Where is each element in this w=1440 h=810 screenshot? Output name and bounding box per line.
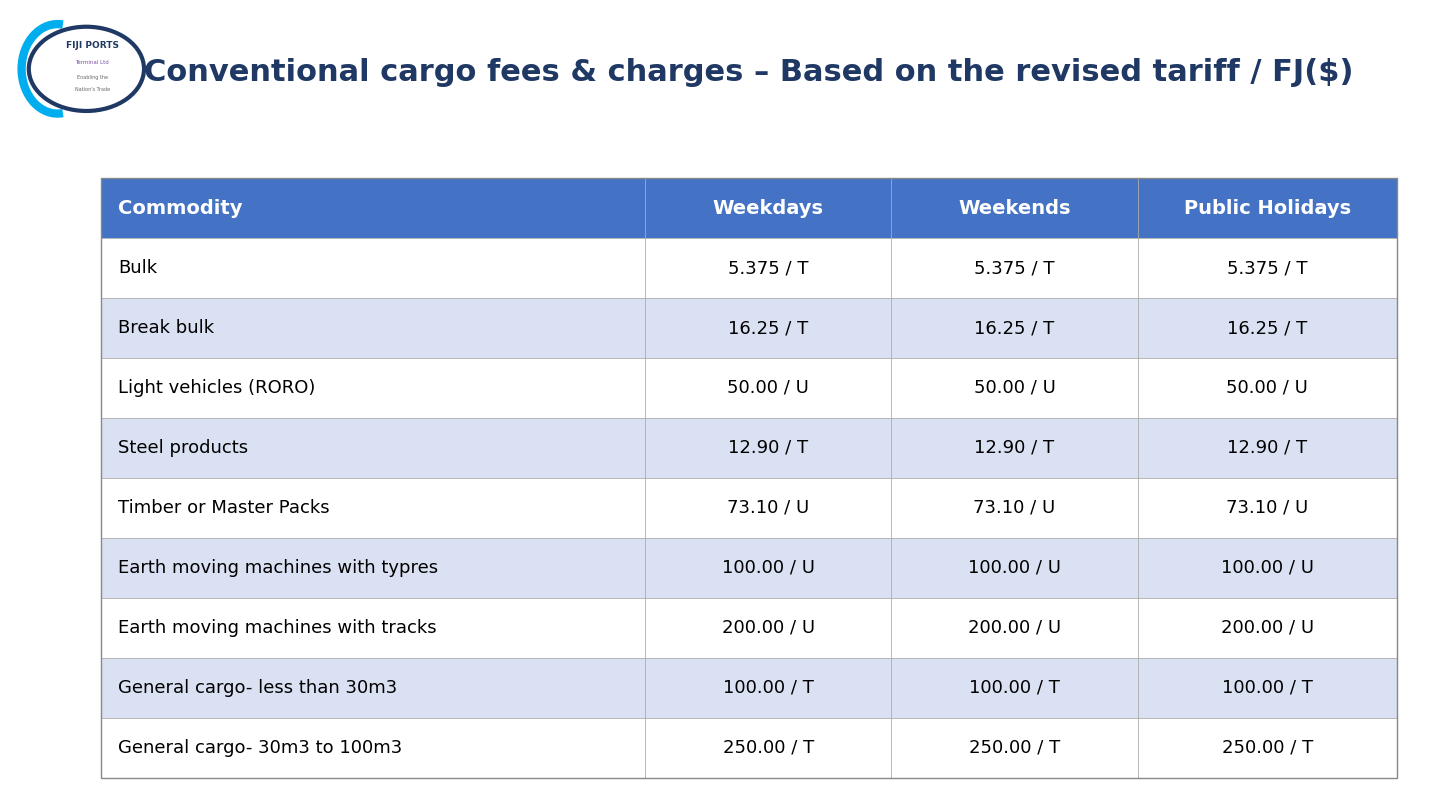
- Text: 100.00 / T: 100.00 / T: [1221, 679, 1313, 697]
- Text: Bulk: Bulk: [118, 259, 157, 277]
- Text: Conventional cargo fees & charges – Based on the revised tariff / FJ($): Conventional cargo fees & charges – Base…: [144, 58, 1354, 87]
- Text: Break bulk: Break bulk: [118, 319, 215, 337]
- Text: 100.00 / T: 100.00 / T: [723, 679, 814, 697]
- Text: FIJI PORTS: FIJI PORTS: [66, 41, 118, 50]
- Text: Steel products: Steel products: [118, 439, 248, 457]
- Text: 50.00 / U: 50.00 / U: [727, 379, 809, 397]
- Text: 5.375 / T: 5.375 / T: [975, 259, 1054, 277]
- Text: 250.00 / T: 250.00 / T: [969, 739, 1060, 757]
- Text: 12.90 / T: 12.90 / T: [729, 439, 808, 457]
- Text: 100.00 / U: 100.00 / U: [721, 559, 815, 577]
- Text: 12.90 / T: 12.90 / T: [1227, 439, 1308, 457]
- Text: Terminal Ltd: Terminal Ltd: [75, 60, 109, 65]
- Text: 50.00 / U: 50.00 / U: [973, 379, 1056, 397]
- Text: General cargo- less than 30m3: General cargo- less than 30m3: [118, 679, 397, 697]
- Text: 100.00 / T: 100.00 / T: [969, 679, 1060, 697]
- Text: 250.00 / T: 250.00 / T: [1221, 739, 1313, 757]
- Text: 200.00 / U: 200.00 / U: [968, 619, 1061, 637]
- Text: 5.375 / T: 5.375 / T: [729, 259, 808, 277]
- Text: 100.00 / U: 100.00 / U: [1221, 559, 1313, 577]
- Text: 100.00 / U: 100.00 / U: [968, 559, 1061, 577]
- Text: 200.00 / U: 200.00 / U: [1221, 619, 1313, 637]
- Text: 200.00 / U: 200.00 / U: [721, 619, 815, 637]
- Text: General cargo- 30m3 to 100m3: General cargo- 30m3 to 100m3: [118, 739, 402, 757]
- Text: Timber or Master Packs: Timber or Master Packs: [118, 499, 330, 517]
- Text: Commodity: Commodity: [118, 198, 242, 218]
- Text: 5.375 / T: 5.375 / T: [1227, 259, 1308, 277]
- Text: 12.90 / T: 12.90 / T: [975, 439, 1054, 457]
- Text: 50.00 / U: 50.00 / U: [1227, 379, 1308, 397]
- Text: Light vehicles (RORO): Light vehicles (RORO): [118, 379, 315, 397]
- Text: 16.25 / T: 16.25 / T: [729, 319, 808, 337]
- Text: Enabling the: Enabling the: [76, 75, 108, 79]
- Text: Weekdays: Weekdays: [713, 198, 824, 218]
- Text: Weekends: Weekends: [958, 198, 1071, 218]
- Text: Earth moving machines with tracks: Earth moving machines with tracks: [118, 619, 436, 637]
- Text: 73.10 / U: 73.10 / U: [1225, 499, 1309, 517]
- Text: Public Holidays: Public Holidays: [1184, 198, 1351, 218]
- Text: 73.10 / U: 73.10 / U: [727, 499, 809, 517]
- Text: 16.25 / T: 16.25 / T: [1227, 319, 1308, 337]
- Text: Earth moving machines with typres: Earth moving machines with typres: [118, 559, 438, 577]
- Text: 250.00 / T: 250.00 / T: [723, 739, 814, 757]
- Text: 73.10 / U: 73.10 / U: [973, 499, 1056, 517]
- Text: Nation's Trade: Nation's Trade: [75, 87, 109, 92]
- Text: 16.25 / T: 16.25 / T: [975, 319, 1054, 337]
